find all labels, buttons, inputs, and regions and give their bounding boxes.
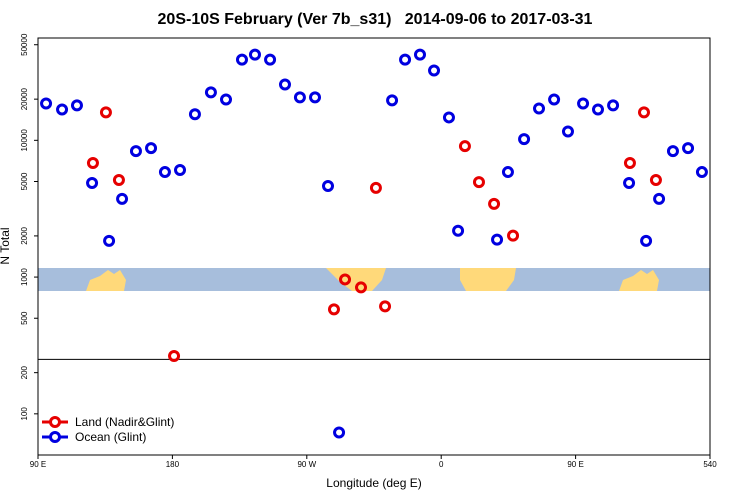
point (592, 103, 604, 116)
plot-frame (37, 37, 711, 456)
x-tick-label: 180 (166, 460, 180, 469)
point (518, 133, 531, 146)
point (333, 426, 346, 439)
point (452, 224, 465, 237)
y-tick-label: 200 (20, 365, 29, 379)
point (168, 349, 181, 362)
y-tick-label: 50000 (20, 33, 29, 56)
point (86, 177, 99, 190)
point (99, 106, 112, 119)
point (386, 94, 399, 107)
legend-label: Land (Nadir&Glint) (75, 415, 174, 429)
point (458, 140, 471, 153)
point (623, 177, 636, 190)
point (174, 163, 187, 176)
land-shape (619, 270, 659, 291)
point (649, 173, 662, 186)
point (472, 176, 485, 189)
x-tick-label: 90 W (297, 460, 316, 469)
y-tick-label: 5000 (20, 172, 29, 190)
point (86, 157, 99, 170)
point (56, 103, 69, 116)
x-tick-label: 90 E (30, 460, 46, 469)
point (309, 91, 322, 104)
point (577, 97, 590, 110)
point (248, 48, 261, 61)
point (264, 53, 277, 66)
point (188, 108, 201, 121)
legend-label: Ocean (Glint) (75, 430, 146, 444)
point (653, 192, 666, 205)
point (428, 64, 441, 77)
y-tick-label: 20000 (20, 87, 29, 110)
point (491, 233, 504, 246)
land-shape (460, 268, 516, 291)
point (129, 145, 142, 158)
point (548, 93, 561, 106)
point (623, 157, 636, 170)
point (158, 166, 171, 179)
point (278, 78, 291, 91)
y-tick-label: 500 (20, 311, 29, 325)
point (379, 300, 392, 313)
point (507, 229, 520, 242)
point (322, 180, 335, 193)
point (70, 99, 83, 112)
chart-title: 20S-10S February (Ver 7b_s31) 2014-09-06… (158, 11, 593, 28)
point (533, 102, 546, 115)
point (355, 281, 368, 294)
land-shape (86, 270, 126, 291)
y-tick-label: 100 (20, 407, 29, 421)
legend-marker (49, 431, 61, 443)
point (695, 166, 708, 179)
point (116, 192, 129, 205)
x-tick-label: 540 (703, 460, 717, 469)
point (640, 234, 653, 247)
point (112, 173, 125, 186)
y-axis-label: N Total (0, 227, 12, 264)
point (413, 48, 426, 61)
x-tick-label: 90 E (567, 460, 583, 469)
point (488, 197, 501, 210)
point (327, 303, 340, 316)
point (369, 181, 382, 194)
y-tick-label: 2000 (20, 226, 29, 244)
point (204, 86, 217, 99)
point (40, 97, 53, 110)
map-strip (38, 268, 710, 291)
land-shape (326, 268, 386, 291)
y-tick-label: 1000 (20, 268, 29, 286)
point (235, 53, 248, 66)
point (442, 111, 455, 124)
point (145, 142, 158, 155)
point (607, 99, 620, 112)
point (666, 145, 679, 158)
point (103, 234, 116, 247)
point (399, 53, 412, 66)
point (561, 125, 574, 138)
point (637, 106, 650, 119)
point (501, 166, 514, 179)
point (220, 93, 233, 106)
point (339, 273, 352, 286)
legend-marker (49, 416, 61, 428)
point (293, 91, 306, 104)
x-tick-label: 0 (439, 460, 444, 469)
point (682, 142, 695, 155)
x-axis-label: Longitude (deg E) (326, 476, 421, 490)
y-tick-label: 10000 (20, 129, 29, 152)
